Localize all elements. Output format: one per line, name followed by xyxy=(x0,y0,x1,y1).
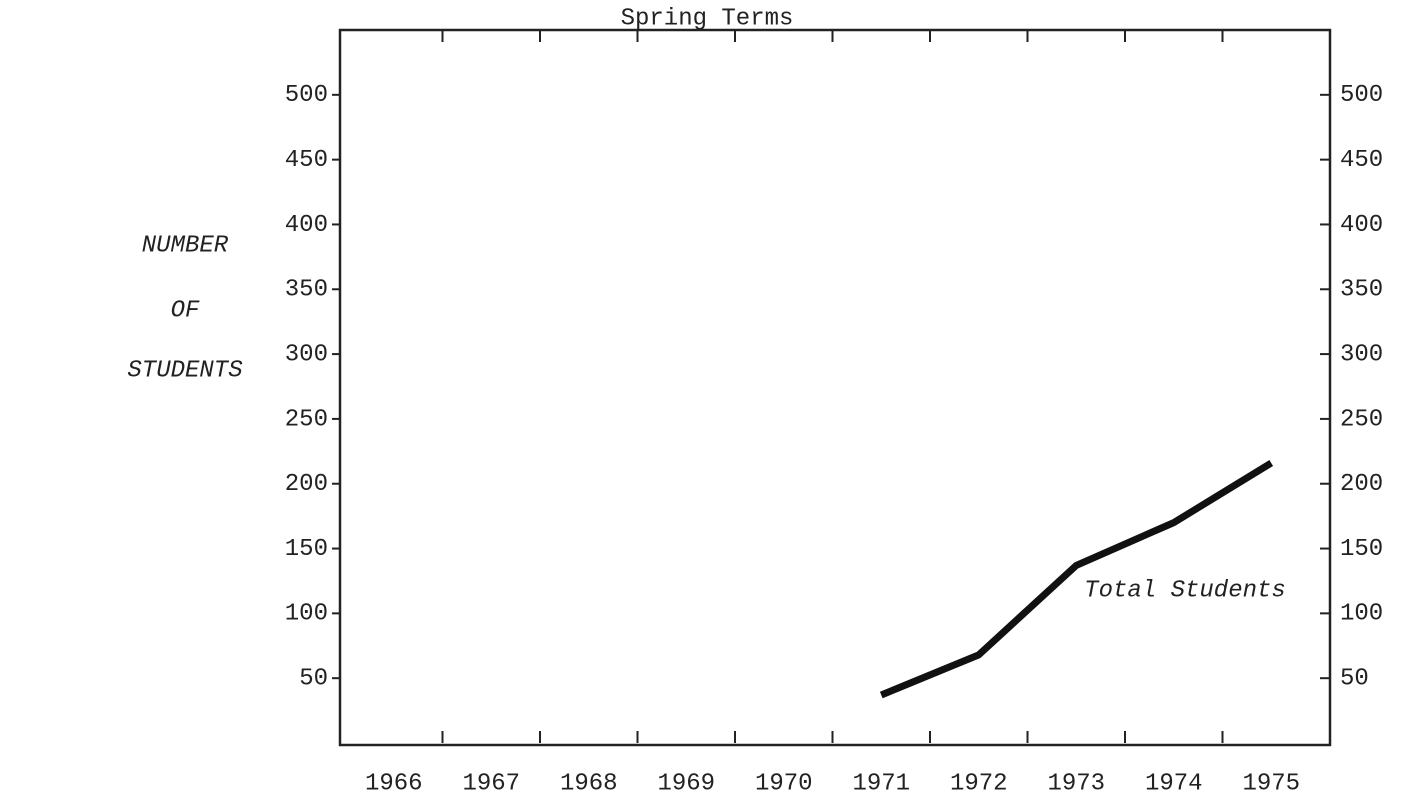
y-tick-label: 300 xyxy=(285,341,328,368)
x-tick-label: 1968 xyxy=(560,770,618,797)
y-tick-label: 150 xyxy=(285,536,328,563)
y2-tick-label: 150 xyxy=(1340,536,1383,563)
y2-tick-label: 200 xyxy=(1340,471,1383,498)
y-tick-label: 250 xyxy=(285,406,328,433)
x-tick-label: 1970 xyxy=(755,770,813,797)
y-tick-label: 50 xyxy=(299,666,328,693)
y2-tick-label: 400 xyxy=(1340,212,1383,239)
x-tick-label: 1971 xyxy=(852,770,910,797)
y-tick-label: 450 xyxy=(285,147,328,174)
y-tick-label: 350 xyxy=(285,277,328,304)
y-tick-label: 200 xyxy=(285,471,328,498)
series-line xyxy=(879,459,1274,699)
y-tick-label: 500 xyxy=(285,82,328,109)
y-axis-label: NUMBER xyxy=(142,232,229,259)
y2-tick-label: 100 xyxy=(1340,601,1383,628)
chart-title: Spring Terms xyxy=(621,5,794,32)
y-tick-label: 100 xyxy=(285,601,328,628)
y2-tick-label: 300 xyxy=(1340,341,1383,368)
series-label: Total Students xyxy=(1084,577,1286,604)
y2-tick-label: 450 xyxy=(1340,147,1383,174)
plot-frame xyxy=(338,28,1332,747)
y2-tick-label: 500 xyxy=(1340,82,1383,109)
x-tick-label: 1972 xyxy=(950,770,1008,797)
x-tick-label: 1974 xyxy=(1145,770,1203,797)
y-axis-label: OF xyxy=(171,297,200,324)
x-tick-label: 1975 xyxy=(1242,770,1300,797)
y2-tick-label: 250 xyxy=(1340,406,1383,433)
x-tick-label: 1969 xyxy=(657,770,715,797)
y2-tick-label: 50 xyxy=(1340,666,1369,693)
y-tick-label: 400 xyxy=(285,212,328,239)
y-axis-label: STUDENTS xyxy=(127,357,242,384)
x-tick-label: 1966 xyxy=(365,770,423,797)
x-tick-label: 1967 xyxy=(462,770,520,797)
y2-tick-label: 350 xyxy=(1340,277,1383,304)
x-tick-label: 1973 xyxy=(1047,770,1105,797)
